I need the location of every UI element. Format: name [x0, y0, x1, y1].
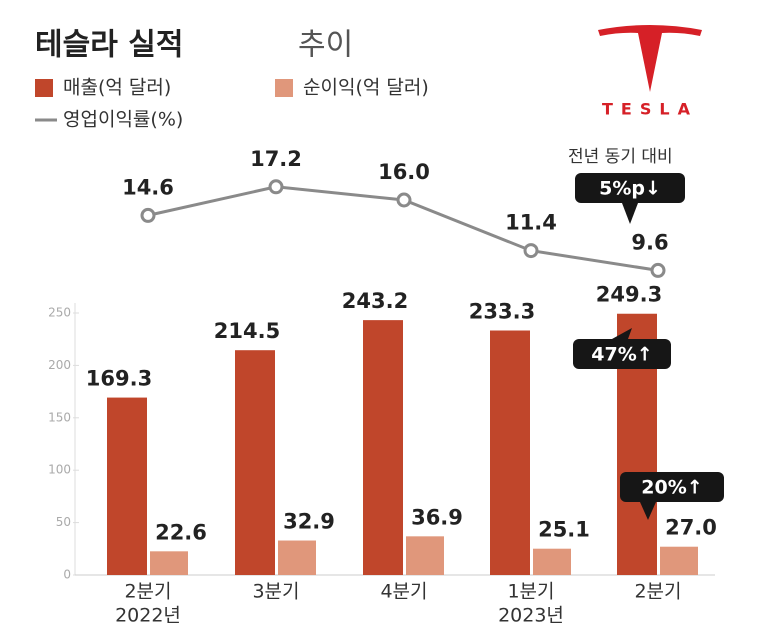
badge-text: 47%↑ — [591, 344, 652, 366]
annotation-note: 전년 동기 대비 — [568, 147, 673, 167]
bar — [107, 397, 147, 575]
legend-label: 순이익(억 달러) — [303, 77, 429, 99]
bar — [363, 320, 403, 575]
y-tick-label: 0 — [63, 568, 71, 582]
x-tick-label: 3분기 — [252, 581, 299, 603]
y-tick-label: 150 — [48, 410, 71, 424]
margin-point — [523, 243, 539, 259]
value-label: 169.3 — [86, 367, 152, 391]
x-year-label: 2023년 — [498, 605, 564, 627]
x-tick-label: 2분기 — [124, 581, 171, 603]
badge — [573, 339, 671, 369]
bar — [490, 330, 530, 575]
margin-point — [140, 207, 156, 223]
x-tick-label: 1분기 — [507, 581, 554, 603]
bar — [660, 546, 698, 575]
value-label: 22.6 — [155, 520, 207, 544]
logo-text: TESLA — [602, 100, 698, 119]
legend-swatch — [35, 79, 53, 97]
value-label: 27.0 — [665, 516, 717, 540]
value-label: 17.2 — [250, 147, 302, 171]
badge-pointer — [640, 502, 656, 520]
badge-pointer — [612, 328, 632, 339]
value-label: 25.1 — [538, 518, 590, 542]
value-label: 16.0 — [378, 160, 430, 184]
value-label: 233.3 — [469, 300, 535, 324]
value-label: 32.9 — [283, 510, 335, 534]
value-label: 11.4 — [505, 211, 557, 235]
logo-mark — [598, 25, 702, 92]
bar — [278, 540, 316, 575]
legend-label: 매출(억 달러) — [63, 77, 171, 99]
value-label: 14.6 — [122, 175, 174, 199]
value-label: 214.5 — [214, 319, 280, 343]
y-tick-label: 200 — [48, 358, 71, 372]
value-label: 9.6 — [631, 230, 668, 254]
x-year-label: 2022년 — [115, 605, 181, 627]
margin-point — [268, 179, 284, 195]
margin-point — [396, 192, 412, 208]
value-label: 243.2 — [342, 289, 408, 313]
badge-pointer — [622, 203, 638, 224]
margin-point — [650, 262, 666, 278]
legend-swatch — [275, 79, 293, 97]
y-tick-label: 100 — [48, 463, 71, 477]
chart-title-suffix: 추이 — [298, 28, 353, 63]
badge — [620, 472, 724, 502]
bar — [533, 548, 571, 575]
x-tick-label: 2분기 — [634, 581, 681, 603]
x-tick-label: 4분기 — [380, 581, 427, 603]
y-tick-label: 50 — [56, 515, 71, 529]
legend-label: 영업이익률(%) — [63, 109, 183, 131]
badge — [575, 173, 685, 203]
value-label: 36.9 — [411, 505, 463, 529]
value-label: 249.3 — [596, 283, 662, 307]
y-tick-label: 250 — [48, 306, 71, 320]
bar — [150, 551, 188, 575]
badge-text: 20%↑ — [641, 477, 702, 499]
chart-title: 테슬라 실적 — [35, 28, 183, 63]
bar — [406, 536, 444, 575]
tesla-logo: TESLA — [598, 25, 702, 119]
bar — [235, 350, 275, 575]
badge-text: 5%p↓ — [599, 178, 661, 200]
